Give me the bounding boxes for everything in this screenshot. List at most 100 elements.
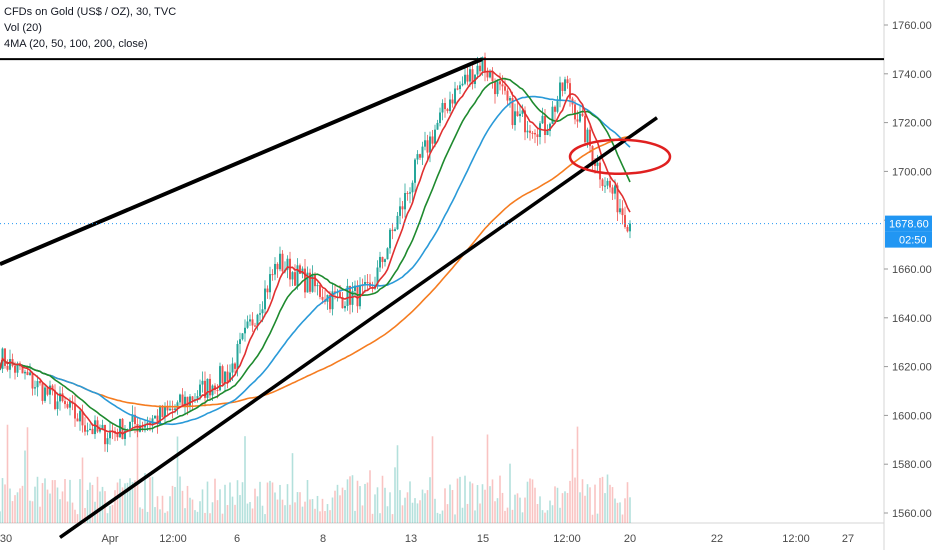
volume-bar bbox=[261, 505, 264, 523]
price-tick-label: 1740.00 bbox=[892, 69, 932, 81]
candle-body bbox=[506, 90, 509, 101]
volume-bar bbox=[264, 514, 266, 523]
candle-body bbox=[271, 274, 274, 276]
volume-bar bbox=[491, 479, 494, 523]
time-tick-label: 13 bbox=[405, 533, 417, 545]
volume-bar bbox=[189, 497, 191, 523]
volume-bar bbox=[409, 481, 411, 523]
time-tick-label: 6 bbox=[234, 533, 240, 545]
candle-body bbox=[459, 85, 461, 90]
candle-body bbox=[91, 428, 94, 435]
candle-body bbox=[444, 103, 446, 110]
volume-bar bbox=[196, 511, 199, 523]
candle-body bbox=[391, 229, 394, 231]
volume-bar bbox=[329, 510, 331, 523]
volume-bar bbox=[71, 502, 74, 523]
candle-body bbox=[174, 408, 176, 410]
volume-bar bbox=[114, 490, 116, 523]
volume-bar bbox=[496, 498, 499, 523]
moving-average-indicator-label[interactable]: 4MA (20, 50, 100, 200, close) bbox=[4, 38, 148, 50]
candle-body bbox=[99, 429, 101, 432]
candle-body bbox=[576, 119, 579, 122]
candle-body bbox=[596, 162, 599, 166]
volume-bar bbox=[486, 434, 489, 523]
candle-body bbox=[446, 109, 449, 112]
candle-body bbox=[291, 272, 294, 280]
candle-body bbox=[581, 113, 584, 116]
candle-body bbox=[31, 372, 34, 389]
candle-body bbox=[489, 71, 491, 78]
volume-bar bbox=[539, 496, 541, 523]
candle-body bbox=[29, 372, 31, 375]
time-tick-label: 22 bbox=[711, 533, 723, 545]
candle-body bbox=[166, 406, 169, 411]
volume-bar bbox=[506, 507, 509, 523]
volume-bar bbox=[544, 512, 546, 523]
candle-body bbox=[86, 430, 89, 432]
candle-body bbox=[61, 393, 64, 402]
volume-bar bbox=[529, 478, 531, 523]
candle-body bbox=[109, 430, 111, 439]
candle-body bbox=[179, 394, 181, 403]
volume-bar bbox=[4, 484, 6, 523]
volume-bar bbox=[339, 495, 341, 523]
breakdown-highlight-ellipse bbox=[568, 138, 672, 176]
candle-body bbox=[134, 414, 136, 425]
volume-bar bbox=[251, 508, 254, 523]
candle-body bbox=[256, 314, 259, 327]
volume-indicator-label[interactable]: Vol (20) bbox=[4, 22, 42, 34]
candle-body bbox=[619, 208, 621, 213]
candle-body bbox=[41, 383, 44, 401]
volume-bar bbox=[14, 495, 16, 523]
price-tick-label: 1660.00 bbox=[892, 264, 932, 276]
candle-body bbox=[609, 180, 611, 188]
drawings bbox=[0, 57, 884, 539]
volume-bar bbox=[191, 499, 194, 523]
candle-body bbox=[556, 101, 559, 112]
candle-body bbox=[514, 111, 516, 126]
volume-bar bbox=[126, 482, 129, 523]
candle-body bbox=[411, 182, 414, 193]
volume-bar bbox=[581, 479, 584, 523]
candle-body bbox=[4, 348, 6, 366]
candle-body bbox=[479, 65, 481, 72]
volume-bar bbox=[494, 501, 496, 523]
volume-bar bbox=[231, 496, 234, 523]
candle-body bbox=[376, 267, 379, 286]
volume-bar bbox=[86, 489, 89, 523]
candle-body bbox=[39, 381, 41, 384]
volume-bar bbox=[226, 505, 229, 523]
volume-bar bbox=[446, 504, 449, 523]
volume-bar bbox=[266, 482, 269, 523]
candle-body bbox=[289, 258, 291, 280]
symbol-title[interactable]: CFDs on Gold (US$ / OZ), 30, TVC bbox=[4, 6, 177, 18]
candle-body bbox=[501, 84, 504, 87]
volume-bar bbox=[299, 492, 301, 523]
candle-body bbox=[231, 363, 234, 373]
candle-body bbox=[279, 253, 281, 270]
candle-body bbox=[414, 159, 416, 183]
volume-bar bbox=[279, 484, 281, 523]
candle-body bbox=[0, 369, 1, 371]
volume-bar bbox=[64, 479, 66, 523]
candle-body bbox=[16, 364, 19, 373]
candle-body bbox=[529, 130, 531, 133]
candle-body bbox=[144, 424, 146, 428]
candle-body bbox=[544, 115, 546, 135]
volume-bar bbox=[376, 487, 379, 523]
candle-body bbox=[286, 258, 289, 270]
volume-bar bbox=[9, 488, 11, 523]
time-tick-label: 12:00 bbox=[782, 533, 810, 545]
volume-bar bbox=[124, 483, 126, 523]
candle-body bbox=[51, 385, 54, 391]
volume-bar bbox=[111, 504, 114, 523]
candle-body bbox=[589, 129, 591, 147]
volume-bar bbox=[286, 484, 289, 523]
volume-bar bbox=[6, 424, 9, 523]
candle-body bbox=[116, 432, 119, 438]
volume-bar bbox=[371, 513, 374, 523]
candle-body bbox=[481, 57, 484, 72]
volume-bar bbox=[549, 500, 551, 523]
ma-50-line bbox=[0, 77, 631, 432]
